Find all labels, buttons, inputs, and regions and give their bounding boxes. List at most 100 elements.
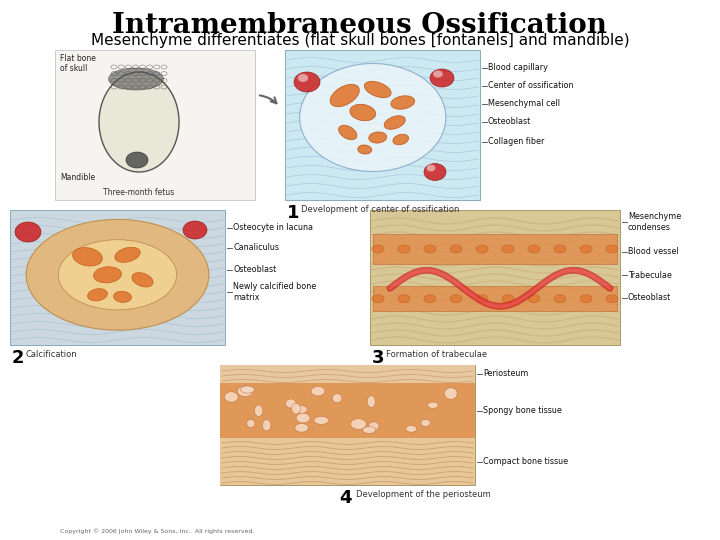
Ellipse shape: [296, 406, 307, 413]
Ellipse shape: [296, 413, 310, 423]
FancyBboxPatch shape: [220, 383, 475, 438]
Text: Formation of trabeculae: Formation of trabeculae: [386, 350, 487, 359]
Text: Periosteum: Periosteum: [483, 369, 528, 379]
Ellipse shape: [554, 245, 566, 253]
Text: Calcification: Calcification: [26, 350, 78, 359]
Ellipse shape: [240, 386, 255, 393]
Ellipse shape: [94, 267, 122, 283]
Ellipse shape: [502, 245, 514, 253]
FancyBboxPatch shape: [10, 210, 225, 345]
Ellipse shape: [225, 392, 238, 402]
Ellipse shape: [476, 245, 488, 253]
Ellipse shape: [298, 74, 308, 82]
Ellipse shape: [450, 245, 462, 253]
Ellipse shape: [73, 247, 102, 266]
Text: Collagen fiber: Collagen fiber: [488, 138, 544, 146]
Text: Blood vessel: Blood vessel: [628, 247, 679, 256]
Text: Canaliculus: Canaliculus: [233, 244, 279, 253]
FancyBboxPatch shape: [373, 234, 617, 264]
Ellipse shape: [398, 295, 410, 303]
Ellipse shape: [528, 295, 540, 303]
Text: Three-month fetus: Three-month fetus: [104, 188, 175, 197]
FancyBboxPatch shape: [285, 50, 480, 200]
Ellipse shape: [88, 289, 107, 301]
Text: Mesenchyme differentiates (flat skull bones [fontanels] and mandible): Mesenchyme differentiates (flat skull bo…: [91, 33, 629, 48]
Ellipse shape: [333, 394, 342, 403]
Text: of skull: of skull: [60, 64, 87, 73]
Ellipse shape: [424, 295, 436, 303]
Text: Copyright © 2006 John Wiley & Sons, Inc.  All rights reserved.: Copyright © 2006 John Wiley & Sons, Inc.…: [60, 528, 254, 534]
Ellipse shape: [364, 82, 391, 98]
Ellipse shape: [183, 221, 207, 239]
FancyBboxPatch shape: [373, 286, 617, 311]
Text: Compact bone tissue: Compact bone tissue: [483, 457, 568, 466]
Ellipse shape: [292, 403, 300, 414]
Ellipse shape: [114, 247, 140, 262]
Ellipse shape: [286, 399, 296, 408]
Ellipse shape: [350, 104, 376, 121]
Text: Development of center of ossification: Development of center of ossification: [301, 205, 459, 214]
Ellipse shape: [314, 416, 328, 424]
Ellipse shape: [132, 273, 153, 287]
Ellipse shape: [351, 418, 366, 429]
Text: Center of ossification: Center of ossification: [488, 82, 574, 91]
Ellipse shape: [450, 295, 462, 303]
Text: Development of the periosteum: Development of the periosteum: [356, 490, 490, 499]
Text: Flat bone: Flat bone: [60, 54, 96, 63]
Ellipse shape: [126, 152, 148, 168]
Ellipse shape: [99, 72, 179, 172]
Ellipse shape: [430, 69, 454, 87]
Ellipse shape: [391, 96, 415, 109]
Ellipse shape: [58, 240, 176, 310]
Ellipse shape: [433, 70, 443, 78]
Ellipse shape: [330, 84, 359, 107]
Ellipse shape: [369, 422, 379, 430]
Ellipse shape: [554, 295, 566, 303]
Ellipse shape: [580, 295, 592, 303]
Ellipse shape: [15, 222, 41, 242]
Ellipse shape: [238, 386, 253, 396]
Text: Intramembraneous Ossification: Intramembraneous Ossification: [112, 12, 608, 39]
Ellipse shape: [367, 396, 375, 408]
Ellipse shape: [384, 116, 405, 129]
Ellipse shape: [424, 164, 446, 180]
Ellipse shape: [502, 295, 514, 303]
Ellipse shape: [528, 245, 540, 253]
Text: 2: 2: [12, 349, 24, 367]
Ellipse shape: [372, 295, 384, 303]
Ellipse shape: [369, 132, 387, 143]
Ellipse shape: [398, 245, 410, 253]
Text: Newly calcified bone
matrix: Newly calcified bone matrix: [233, 282, 316, 302]
Ellipse shape: [444, 388, 457, 399]
Text: Spongy bone tissue: Spongy bone tissue: [483, 406, 562, 415]
Ellipse shape: [606, 245, 618, 253]
FancyBboxPatch shape: [55, 50, 255, 200]
FancyBboxPatch shape: [220, 365, 475, 383]
Ellipse shape: [476, 295, 488, 303]
Ellipse shape: [372, 245, 384, 253]
Ellipse shape: [424, 245, 436, 253]
Ellipse shape: [311, 386, 325, 396]
Ellipse shape: [300, 64, 446, 172]
Ellipse shape: [606, 295, 618, 303]
Ellipse shape: [393, 134, 408, 145]
Text: 1: 1: [287, 204, 300, 222]
Text: 4: 4: [340, 489, 352, 507]
Text: Osteocyte in lacuna: Osteocyte in lacuna: [233, 224, 313, 233]
FancyBboxPatch shape: [220, 438, 475, 485]
Ellipse shape: [255, 405, 263, 416]
Ellipse shape: [358, 145, 372, 154]
FancyBboxPatch shape: [220, 365, 475, 485]
Ellipse shape: [109, 68, 163, 90]
Text: Osteoblast: Osteoblast: [488, 118, 531, 126]
Ellipse shape: [428, 402, 438, 408]
Text: Trabeculae: Trabeculae: [628, 271, 672, 280]
Ellipse shape: [421, 420, 431, 427]
Ellipse shape: [406, 426, 417, 432]
Text: Blood capillary: Blood capillary: [488, 64, 548, 72]
Ellipse shape: [114, 291, 132, 302]
Text: Mesenchyme
condenses: Mesenchyme condenses: [628, 212, 681, 232]
Ellipse shape: [363, 427, 376, 434]
Ellipse shape: [262, 420, 271, 431]
Text: Mandible: Mandible: [60, 173, 95, 182]
